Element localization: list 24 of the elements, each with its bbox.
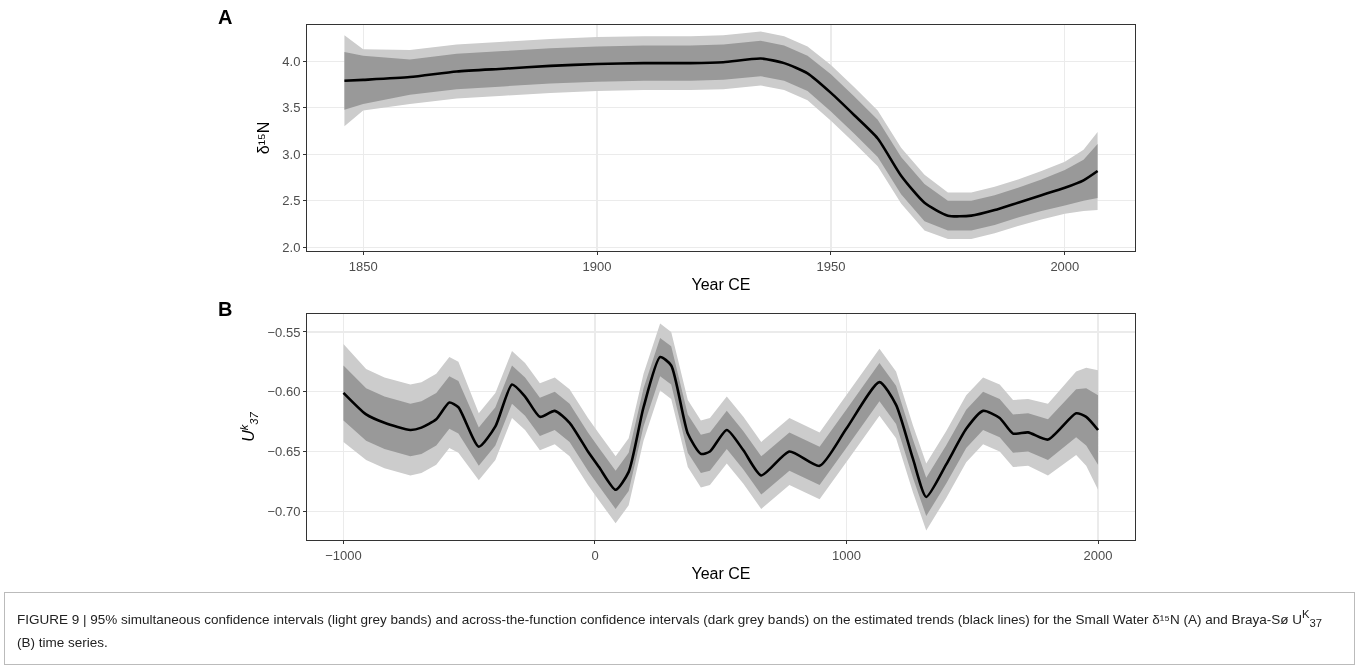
x-axis-title: Year CE	[691, 276, 751, 294]
chart-title: B	[218, 298, 233, 320]
y-tick-label: −0.55	[267, 324, 301, 340]
x-tick-label: 1900	[582, 258, 612, 274]
y-tick-label: 2.5	[282, 193, 301, 209]
x-tick-label: 1850	[348, 258, 378, 274]
y-tick-label: −0.60	[267, 384, 301, 400]
x-tick-label: −1000	[325, 547, 362, 563]
y-tick-label: 4.0	[282, 53, 301, 69]
x-tick-label: 1000	[832, 547, 861, 563]
line-series	[342, 355, 1100, 499]
x-axis-title: Year CE	[691, 565, 751, 583]
x-tick-label: 0	[591, 547, 599, 563]
y-tick-label: 3.0	[282, 146, 301, 162]
x-tick-label: 2000	[1050, 258, 1080, 274]
line-series	[343, 57, 1099, 218]
y-axis-title: δ¹⁵N	[255, 121, 273, 155]
chart-title: A	[218, 6, 233, 28]
y-tick-label: −0.70	[267, 503, 301, 519]
y-tick-label: −0.65	[267, 444, 301, 460]
x-tick-label: 2000	[1083, 547, 1113, 563]
y-tick-label: 2.0	[282, 239, 301, 255]
y-tick-label: 3.5	[282, 100, 301, 116]
x-tick-label: 1950	[816, 258, 846, 274]
